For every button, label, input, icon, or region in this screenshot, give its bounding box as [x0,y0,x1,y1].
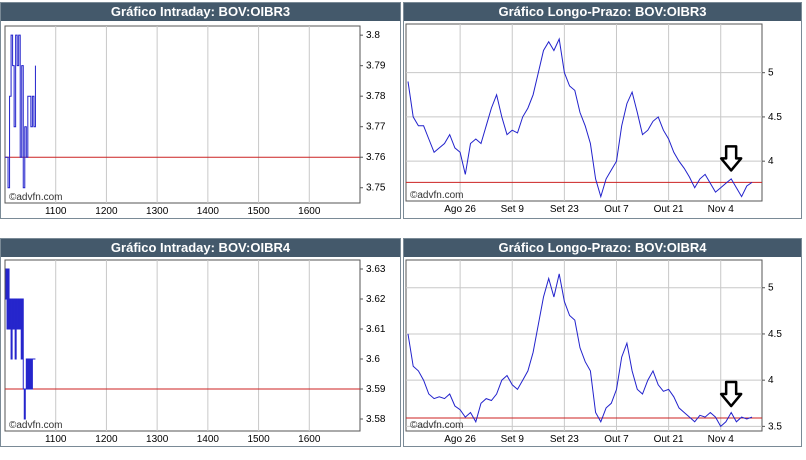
x-tick-label: Ago 26 [444,434,476,445]
watermark: ©advfn.com [9,192,63,203]
plot-area [4,259,361,432]
chart-panel-intraday-oibr4: Gráfico Intraday: BOV:OIBR4 1100 1200 1300… [0,238,401,447]
chart-plot: 1100 1200 1300 1400 1500 1600 3.8 3.79 3.78 3.77 3… [4,25,386,217]
y-tick-label: 3.63 [366,264,386,275]
x-tick-label: Out 7 [604,434,629,445]
chart-plot: 1100 1200 1300 1400 1500 1600 3.63 3.62 3.61 3.6 3… [4,259,386,445]
x-tick-label: 1400 [197,434,220,445]
x-tick-label: Nov 4 [708,434,735,445]
series-line [407,273,753,428]
chart-panel-longterm-oibr3: Gráfico Longo-Prazo: BOV:OIBR3 Ago 26 Set… [403,2,802,219]
down-arrow-icon [719,380,743,408]
plot-area [405,23,763,202]
y-tick-label: 3.75 [366,183,386,194]
x-tick-label: Out 21 [654,204,684,215]
y-tick-label: 3.78 [366,91,386,102]
x-tick-label: 1100 [45,206,67,217]
y-tick-label: 3.5 [768,421,782,432]
y-tick-label: 3.79 [366,61,386,72]
y-tick-label: 3.58 [366,414,386,425]
watermark: ©advfn.com [410,420,464,431]
x-tick-label: 1600 [298,206,321,217]
x-tick-label: Set 23 [550,204,579,215]
x-tick-label: Set 23 [550,434,579,445]
chart-title: Gráfico Longo-Prazo: BOV:OIBR3 [404,3,801,21]
down-arrow-icon [719,145,743,172]
y-tick-label: 3.59 [366,384,386,395]
y-tick-label: 4 [768,156,774,167]
x-tick-label: Ago 26 [444,204,476,215]
chart-title: Gráfico Longo-Prazo: BOV:OIBR4 [404,239,801,257]
chart-title: Gráfico Intraday: BOV:OIBR3 [1,3,400,21]
y-tick-label: 3.6 [366,354,380,365]
y-tick-label: 4 [768,375,774,386]
x-tick-label: 1600 [298,434,321,445]
y-tick-label: 5 [768,68,774,79]
x-tick-label: 1300 [146,434,169,445]
chart-panel-longterm-oibr4: Gráfico Longo-Prazo: BOV:OIBR4 Ago 26 Set… [403,238,802,447]
chart-title: Gráfico Intraday: BOV:OIBR4 [1,239,400,257]
series-line [5,34,36,189]
chart-plot: Ago 26 Set 9 Set 23 Out 7 Out 21 Nov 4 5 4.5 4 3.… [405,259,782,445]
x-tick-label: 1100 [45,434,67,445]
y-tick-label: 4.5 [768,112,782,123]
x-tick-label: 1400 [197,206,220,217]
plot-area [405,259,763,432]
x-tick-label: 1300 [146,206,169,217]
y-tick-label: 3.8 [366,30,380,41]
watermark: ©advfn.com [9,420,63,431]
x-tick-label: 1500 [247,206,270,217]
x-tick-label: Set 9 [501,434,525,445]
series-line [5,268,36,420]
series-line [407,37,753,199]
x-tick-label: Nov 4 [708,204,735,215]
chart-plot: Ago 26 Set 9 Set 23 Out 7 Out 21 Nov 4 5 4.5 4 ©a… [405,23,782,215]
plot-area [4,25,361,204]
watermark: ©advfn.com [410,190,464,201]
x-tick-label: 1200 [95,206,118,217]
y-tick-label: 5 [768,283,774,294]
x-tick-label: 1500 [247,434,270,445]
y-tick-label: 4.5 [768,329,782,340]
x-tick-label: Set 9 [501,204,525,215]
chart-panel-intraday-oibr3: Gráfico Intraday: BOV:OIBR3 1100 1200 1300… [0,2,401,219]
y-tick-label: 3.62 [366,294,386,305]
x-tick-label: 1200 [95,434,118,445]
x-tick-label: Out 21 [654,434,684,445]
y-tick-label: 3.77 [366,122,386,133]
y-tick-label: 3.61 [366,324,386,335]
y-tick-label: 3.76 [366,152,386,163]
x-tick-label: Out 7 [604,204,629,215]
